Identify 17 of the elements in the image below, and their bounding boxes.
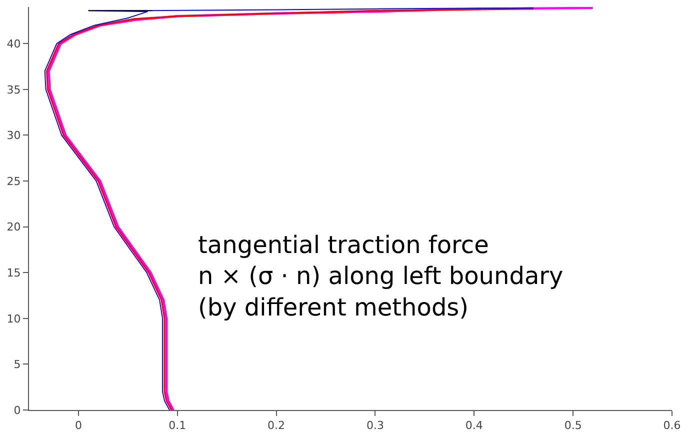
- y-tick-label: 20: [6, 220, 21, 234]
- x-tick-label: 0: [74, 419, 82, 432]
- annotation: tangential traction force n × (σ · n) along left boundary (by different methods): [198, 231, 564, 322]
- y-tick-label: 0: [14, 404, 21, 417]
- y-tick-label: 15: [6, 266, 21, 280]
- y-tick-label: 30: [6, 129, 21, 142]
- y-tick-label: 25: [6, 174, 21, 188]
- x-tick-label: 0.6: [663, 419, 681, 432]
- y-tick-label: 5: [14, 358, 21, 372]
- y-tick-label: 35: [6, 83, 21, 96]
- x-tick-label: 0.4: [465, 419, 483, 432]
- x-tick-label: 0.5: [564, 419, 582, 432]
- y-tick-label: 40: [6, 37, 21, 50]
- x-tick-label: 0.2: [268, 419, 286, 432]
- y-tick-label: 10: [6, 312, 21, 326]
- x-tick-label: 0.1: [168, 419, 186, 432]
- x-tick-label: 0.3: [366, 419, 384, 432]
